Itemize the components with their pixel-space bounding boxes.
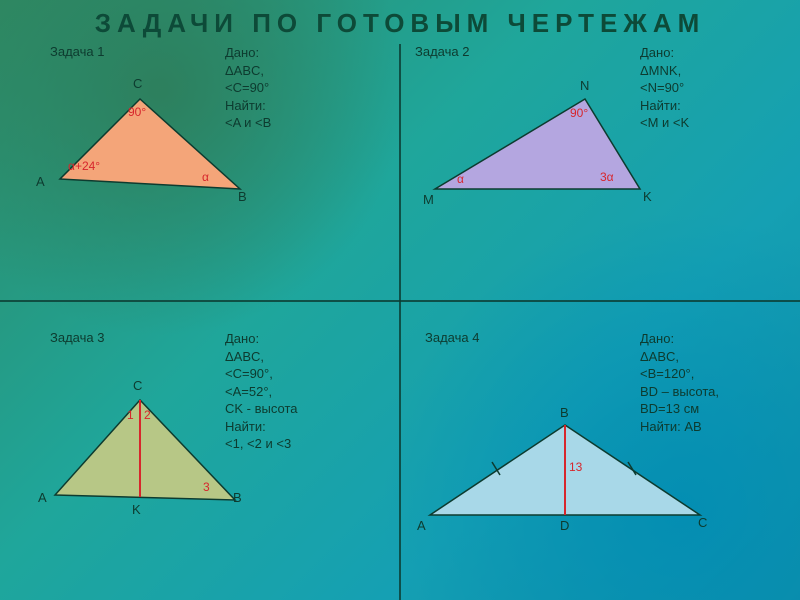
angle-C-1: 90° xyxy=(128,105,146,119)
angle-1-3: 1 xyxy=(127,408,134,422)
angle-A-1: α+24° xyxy=(68,159,100,173)
angle-K-2: 3α xyxy=(600,170,614,184)
vertex-A-1: A xyxy=(36,174,45,189)
angle-N-2: 90° xyxy=(570,106,588,120)
vertex-B-4: B xyxy=(560,405,569,420)
vertex-K-3: K xyxy=(132,502,141,517)
triangle-1 xyxy=(30,44,290,244)
divider-horizontal xyxy=(0,300,800,302)
vertex-C-1: C xyxy=(133,76,142,91)
angle-B-1: α xyxy=(202,170,209,184)
triangle-3 xyxy=(30,330,290,550)
triangle-2 xyxy=(415,44,675,244)
triangle-4 xyxy=(410,340,730,570)
page-title: ЗАДАЧИ ПО ГОТОВЫМ ЧЕРТЕЖАМ xyxy=(0,0,800,39)
angle-2-3: 2 xyxy=(144,408,151,422)
vertex-A-3: A xyxy=(38,490,47,505)
vertex-A-4: A xyxy=(417,518,426,533)
vertex-K-2: K xyxy=(643,189,652,204)
vertex-C-4: C xyxy=(698,515,707,530)
angle-M-2: α xyxy=(457,172,464,186)
vertex-N-2: N xyxy=(580,78,589,93)
altitude-len-4: 13 xyxy=(569,460,582,474)
vertex-B-1: B xyxy=(238,189,247,204)
vertex-B-3: B xyxy=(233,490,242,505)
vertex-D-4: D xyxy=(560,518,569,533)
angle-3-3: 3 xyxy=(203,480,210,494)
vertex-M-2: M xyxy=(423,192,434,207)
vertex-C-3: C xyxy=(133,378,142,393)
